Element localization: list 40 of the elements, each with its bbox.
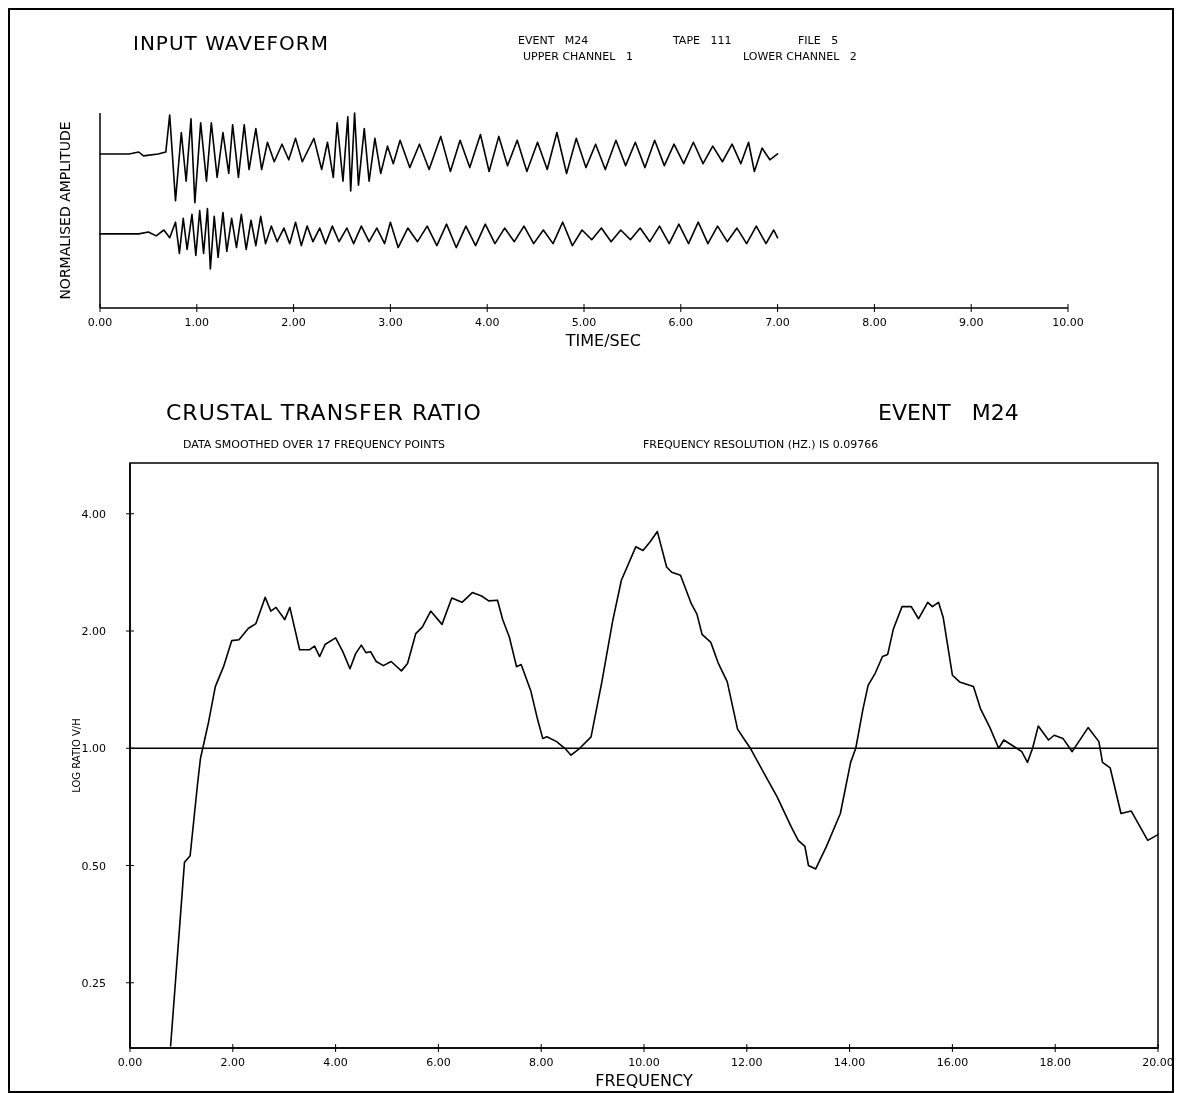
text: FREQUENCY RESOLUTION (HZ.) IS 0.09766 xyxy=(643,438,879,451)
x-tick-label: 8.00 xyxy=(528,1056,554,1069)
x-tick-label: 0.00 xyxy=(117,1056,143,1069)
x-tick-label: 6.00 xyxy=(668,316,694,329)
x-tick-label: 5.00 xyxy=(571,316,597,329)
x-tick-label: 7.00 xyxy=(765,316,790,329)
y-tick-label: 1.00 xyxy=(81,742,106,756)
text: DATA SMOOTHED OVER 17 FREQUENCY POINTS xyxy=(183,438,446,451)
x-tick-label: 1.00 xyxy=(184,316,210,329)
chart-title: CRUSTAL TRANSFER RATIO xyxy=(166,400,482,425)
x-axis-title: TIME/SEC xyxy=(564,331,641,350)
x-tick-label: 12.00 xyxy=(731,1056,763,1069)
x-tick-label: 14.00 xyxy=(833,1056,866,1069)
y-tick-label: 0.50 xyxy=(81,859,106,873)
y-tick-label: 4.00 xyxy=(81,507,106,521)
x-tick-label: 10.00 xyxy=(628,1056,660,1069)
x-tick-label: 6.00 xyxy=(426,1056,451,1069)
text: TAPE 111 xyxy=(672,34,732,47)
text: UPPER CHANNEL 1 xyxy=(523,50,633,63)
x-tick-label: 4.00 xyxy=(323,1056,348,1069)
x-tick-label: 18.00 xyxy=(1039,1056,1071,1069)
chart-title: INPUT WAVEFORM xyxy=(133,31,329,55)
y-tick-label: 0.25 xyxy=(81,976,106,990)
text: EVENT M24 xyxy=(878,400,1019,425)
x-tick-label: 8.00 xyxy=(862,316,887,329)
x-tick-label: 16.00 xyxy=(936,1056,969,1069)
x-axis-title: FREQUENCY xyxy=(595,1071,693,1090)
x-tick-label: 0.00 xyxy=(87,316,113,329)
y-axis-title: NORMALISED AMPLITUDE xyxy=(57,121,73,300)
x-tick-label: 3.00 xyxy=(378,316,403,329)
x-tick-label: 10.00 xyxy=(1052,316,1084,329)
y-axis-title: LOG RATIO V/H xyxy=(71,718,82,793)
text: LOWER CHANNEL 2 xyxy=(743,50,857,63)
text: EVENT M24 xyxy=(518,34,589,47)
text: FILE 5 xyxy=(798,34,839,47)
y-tick-label: 2.00 xyxy=(81,625,106,639)
x-tick-label: 4.00 xyxy=(474,316,500,329)
x-tick-label: 9.00 xyxy=(958,316,984,329)
x-tick-label: 2.00 xyxy=(281,316,306,329)
x-tick-label: 2.00 xyxy=(220,1056,246,1069)
